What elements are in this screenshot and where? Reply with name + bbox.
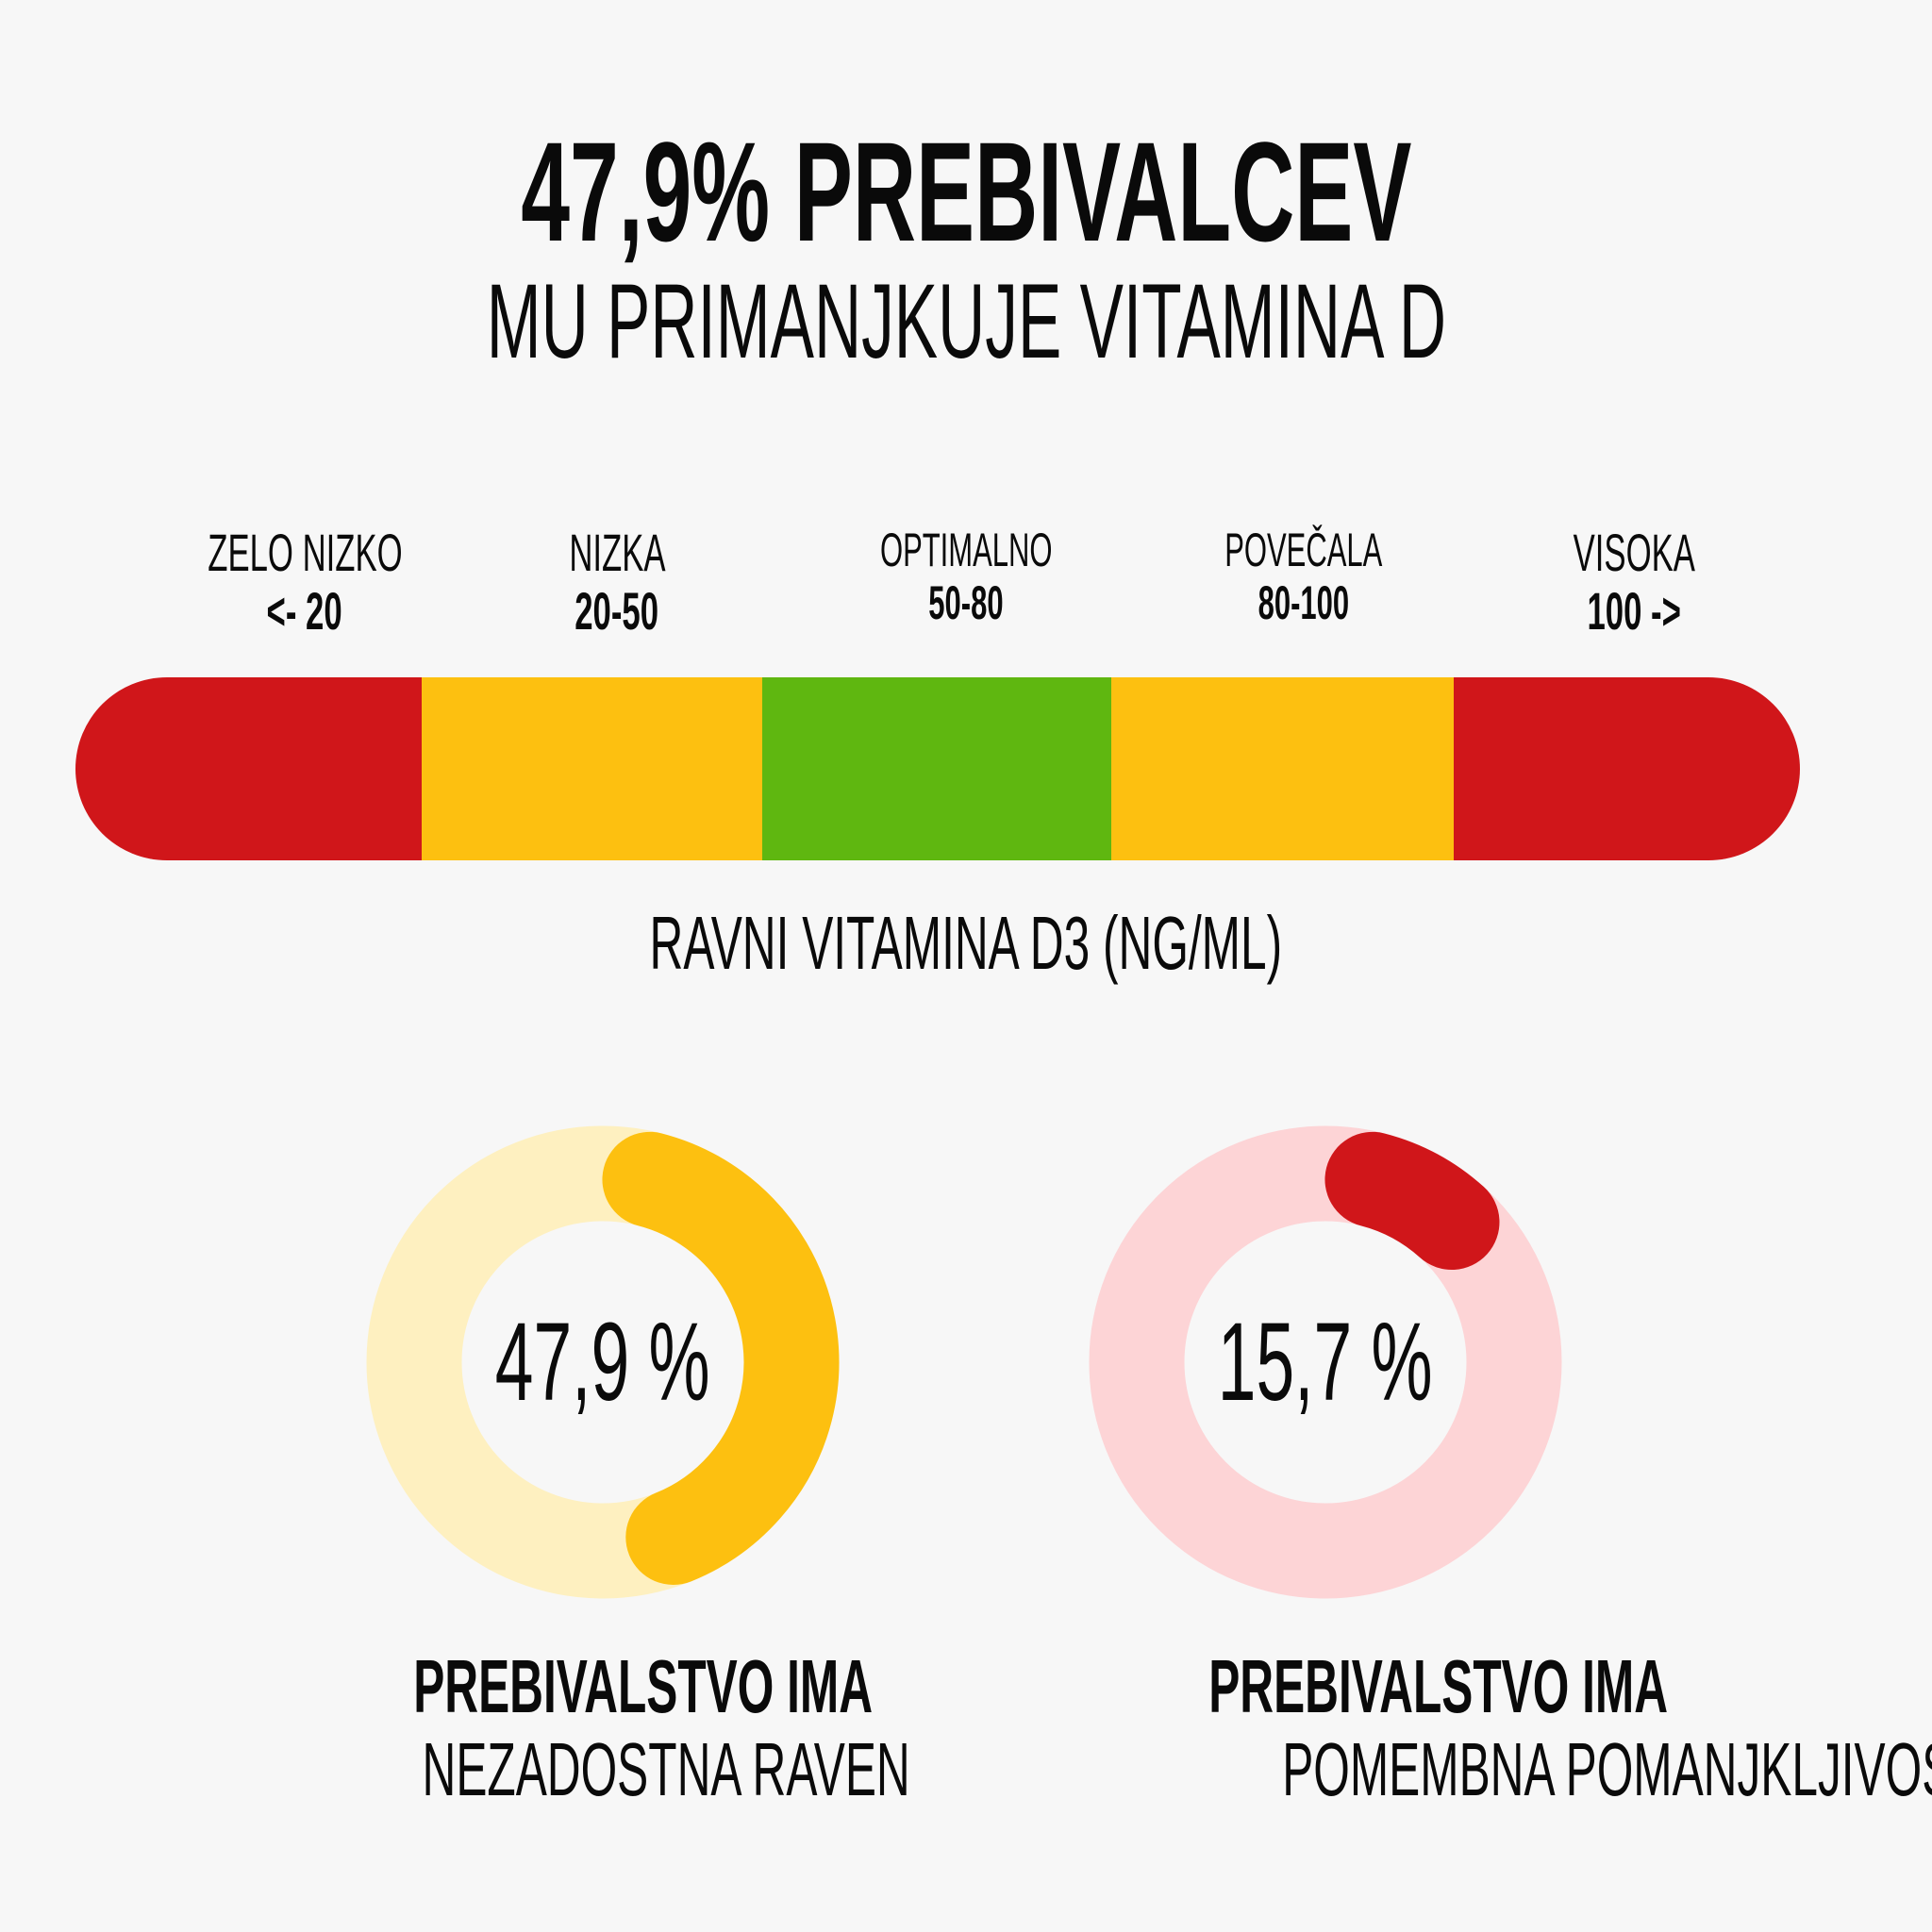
- range-label-high: VISOKA 100 ->: [1573, 523, 1695, 641]
- donut-2-arc: [1089, 1125, 1562, 1599]
- axis-label: RAVNI VITAMINA D3 (NG/ML): [649, 901, 1283, 985]
- donut-1-value: 47,9 %: [495, 1300, 710, 1424]
- donut-1-arc: [366, 1125, 840, 1599]
- range-label-elevated: POVEČALA 80-100: [1224, 524, 1383, 629]
- range-label-optimal: OPTIMALNO 50-80: [879, 524, 1053, 629]
- range-label-very-low: ZELO NIZKO <- 20: [207, 523, 403, 641]
- donut-1-caption: PREBIVALSTVO IMA NEZADOSTNA RAVEN: [413, 1644, 910, 1811]
- donut-2-value: 15,7 %: [1218, 1300, 1433, 1424]
- range-label-low: NIZKA 20-50: [568, 523, 666, 641]
- segment-elevated: [1111, 677, 1454, 860]
- donut-2-caption: PREBIVALSTVO IMA POMEMBNA POMANJKLJIVOST: [1208, 1644, 1932, 1811]
- segment-low: [422, 677, 762, 860]
- headline: 47,9% PREBIVALCEV: [520, 112, 1412, 271]
- segment-optimal: [762, 677, 1111, 860]
- segment-very-low: [75, 677, 422, 860]
- vitamin-d-scale-bar: [75, 677, 1800, 860]
- subheadline: MU PRIMANJKUJE VITAMINA D: [486, 262, 1446, 380]
- segment-high: [1454, 677, 1800, 860]
